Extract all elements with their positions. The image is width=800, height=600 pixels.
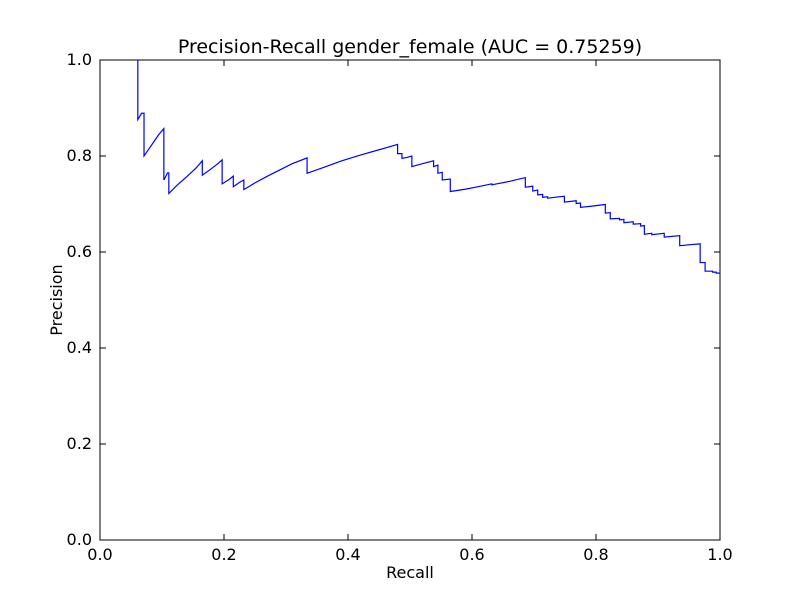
x-tick-label: 0.6	[459, 545, 484, 564]
y-tick-label: 0.2	[67, 434, 92, 453]
x-tick-labels: 0.0 0.2 0.4 0.6 0.8 1.0	[87, 545, 732, 564]
y-tick-label: 0.8	[67, 146, 92, 165]
y-tick-label: 0.0	[67, 530, 92, 549]
x-tick-label: 0.8	[583, 545, 608, 564]
x-tick-label: 0.4	[335, 545, 360, 564]
axis-ticks	[99, 59, 721, 541]
x-axis-label: Recall	[386, 563, 434, 582]
x-tick-label: 1.0	[707, 545, 732, 564]
plot-area	[99, 59, 721, 541]
x-tick-label: 0.2	[211, 545, 236, 564]
chart-title: Precision-Recall gender_female (AUC = 0.…	[178, 36, 642, 58]
y-tick-label: 0.4	[67, 338, 92, 357]
y-tick-labels: 0.0 0.2 0.4 0.6 0.8 1.0	[67, 50, 92, 549]
precision-recall-curve	[137, 60, 720, 274]
y-axis-label: Precision	[47, 264, 66, 335]
y-tick-label: 0.6	[67, 242, 92, 261]
x-tick-label: 0.0	[87, 545, 112, 564]
plot-frame	[99, 59, 721, 541]
y-tick-label: 1.0	[67, 50, 92, 69]
